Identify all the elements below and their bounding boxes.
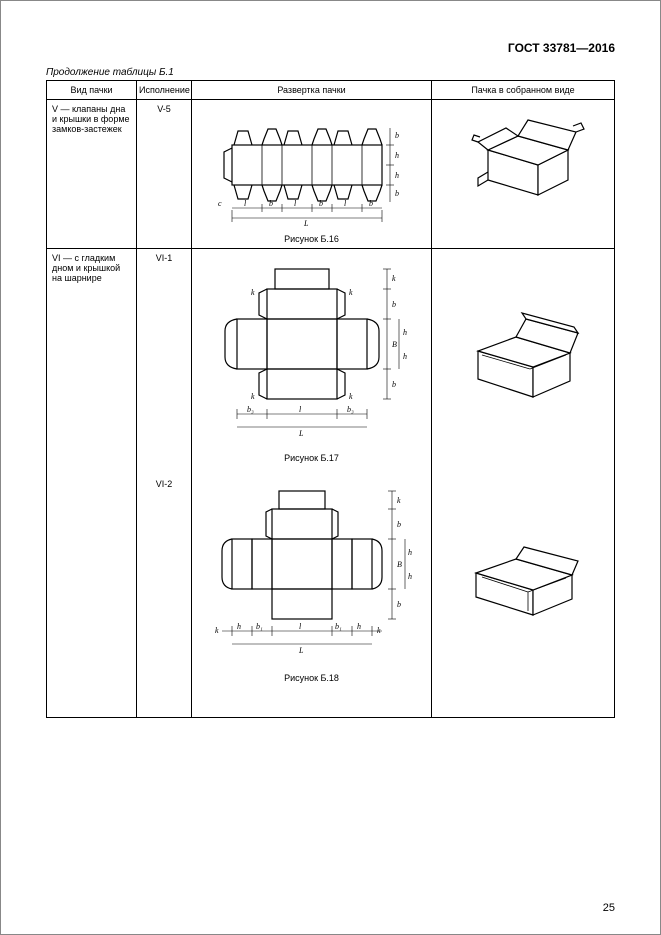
svg-assembled-b17 bbox=[458, 309, 588, 419]
svg-text:h: h bbox=[357, 622, 361, 631]
svg-text:k: k bbox=[251, 288, 255, 297]
svg-assembled-b16 bbox=[458, 110, 588, 220]
page-number: 25 bbox=[603, 902, 615, 914]
svg-text:h: h bbox=[408, 572, 412, 581]
cell-kind: VI — с гладким дном и крышкой на шарнире bbox=[47, 249, 137, 718]
cell-exec: VI-1 VI-2 bbox=[137, 249, 192, 718]
fig-label: Рисунок Б.17 bbox=[284, 453, 339, 463]
svg-text:k: k bbox=[215, 626, 219, 635]
svg-text:B: B bbox=[397, 560, 402, 569]
svg-text:b: b bbox=[397, 600, 401, 609]
svg-text:b: b bbox=[392, 300, 396, 309]
svg-text:k: k bbox=[397, 496, 401, 505]
assembled-b18 bbox=[437, 529, 609, 635]
exec-text: VI-1 bbox=[142, 253, 186, 263]
svg-text:h: h bbox=[403, 328, 407, 337]
svg-text:b₃: b₃ bbox=[347, 405, 354, 414]
col-kind: Вид пачки bbox=[47, 81, 137, 100]
svg-text:l: l bbox=[344, 199, 347, 208]
svg-flat-b17: k k k k b₃ l b₃ bbox=[207, 259, 417, 449]
svg-text:l: l bbox=[244, 199, 247, 208]
page: ГОСТ 33781—2016 Продолжение таблицы Б.1 … bbox=[0, 0, 661, 935]
svg-text:b₁: b₁ bbox=[256, 622, 263, 631]
kind-text: V — клапаны дна и крышки в форме замков-… bbox=[52, 104, 130, 134]
col-assembled: Пачка в собранном виде bbox=[432, 81, 615, 100]
kind-text: VI — с гладким дном и крышкой на шарнире bbox=[52, 253, 120, 283]
cell-exec: V-5 bbox=[137, 100, 192, 249]
svg-text:b: b bbox=[397, 520, 401, 529]
svg-text:c: c bbox=[218, 199, 222, 208]
svg-text:k: k bbox=[251, 392, 255, 401]
svg-text:h: h bbox=[395, 171, 399, 180]
flat-pattern-b18: k h b₁ l b₁ h k L bbox=[197, 473, 426, 683]
table-row: VI — с гладким дном и крышкой на шарнире… bbox=[47, 249, 615, 718]
svg-text:b₁: b₁ bbox=[335, 622, 342, 631]
svg-text:b: b bbox=[269, 199, 273, 208]
svg-text:L: L bbox=[303, 219, 309, 228]
cell-flat: k k k k b₃ l b₃ bbox=[192, 249, 432, 718]
svg-text:b: b bbox=[395, 189, 399, 198]
svg-text:L: L bbox=[298, 646, 304, 655]
svg-text:k: k bbox=[349, 288, 353, 297]
assembled-b16 bbox=[437, 104, 609, 220]
flat-pattern-b16: L l b l b l bbox=[197, 104, 426, 244]
svg-text:h: h bbox=[408, 548, 412, 557]
fig-label: Рисунок Б.18 bbox=[284, 673, 339, 683]
svg-text:l: l bbox=[299, 622, 302, 631]
svg-text:b: b bbox=[392, 380, 396, 389]
col-exec: Исполнение bbox=[137, 81, 192, 100]
svg-text:b: b bbox=[369, 199, 373, 208]
svg-text:k: k bbox=[349, 392, 353, 401]
svg-text:k: k bbox=[392, 274, 396, 283]
svg-flat-b16: L l b l b l bbox=[212, 110, 412, 230]
cell-kind: V — клапаны дна и крышки в форме замков-… bbox=[47, 100, 137, 249]
svg-text:B: B bbox=[392, 340, 397, 349]
exec-text: V-5 bbox=[157, 104, 171, 114]
svg-text:k: k bbox=[377, 626, 381, 635]
standard-header: ГОСТ 33781—2016 bbox=[46, 41, 615, 55]
cell-flat: L l b l b l bbox=[192, 100, 432, 249]
cell-assembled bbox=[432, 100, 615, 249]
table-caption: Продолжение таблицы Б.1 bbox=[46, 67, 615, 78]
svg-text:h: h bbox=[395, 151, 399, 160]
fig-label: Рисунок Б.16 bbox=[284, 234, 339, 244]
assembled-b17 bbox=[437, 303, 609, 419]
svg-text:b: b bbox=[395, 131, 399, 140]
svg-text:b₃: b₃ bbox=[247, 405, 254, 414]
exec-text: VI-2 bbox=[142, 473, 186, 489]
table-header-row: Вид пачки Исполнение Развертка пачки Пач… bbox=[47, 81, 615, 100]
svg-text:L: L bbox=[298, 429, 304, 438]
flat-pattern-b17: k k k k b₃ l b₃ bbox=[197, 253, 426, 463]
svg-text:h: h bbox=[403, 352, 407, 361]
table-row: V — клапаны дна и крышки в форме замков-… bbox=[47, 100, 615, 249]
col-flat: Развертка пачки bbox=[192, 81, 432, 100]
main-table: Вид пачки Исполнение Развертка пачки Пач… bbox=[46, 80, 615, 718]
svg-text:h: h bbox=[237, 622, 241, 631]
svg-flat-b18: k h b₁ l b₁ h k L bbox=[207, 479, 417, 669]
svg-text:l: l bbox=[299, 405, 302, 414]
svg-text:l: l bbox=[294, 199, 297, 208]
svg-text:b: b bbox=[319, 199, 323, 208]
cell-assembled bbox=[432, 249, 615, 718]
svg-assembled-b18 bbox=[458, 535, 588, 635]
